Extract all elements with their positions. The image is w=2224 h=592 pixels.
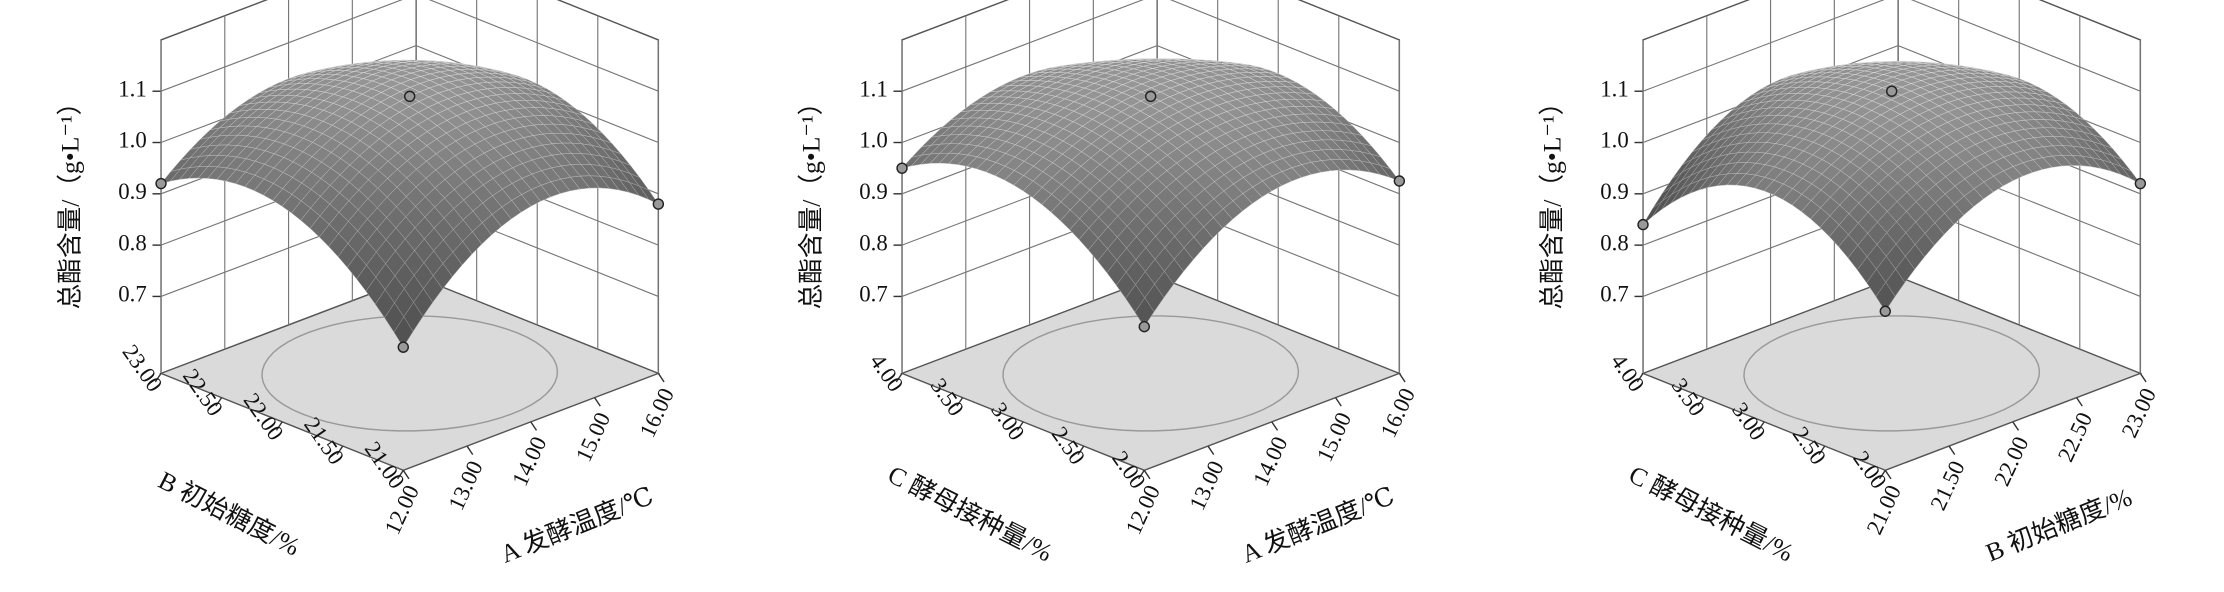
y-axis-label: C 酵母接种量/% (883, 460, 1057, 568)
y-tick (336, 445, 344, 456)
x-tick (1884, 469, 1892, 480)
z-tick-label: 1.1 (118, 76, 146, 101)
x-tick-label: 15.00 (1312, 408, 1356, 465)
y-tick (1636, 372, 1644, 383)
y-axis-label: B 初始糖度/% (154, 466, 305, 562)
x-tick-label: 16.00 (1376, 384, 1420, 441)
x-axis-label: A 发酵温度/℃ (1237, 481, 1398, 569)
x-tick (593, 397, 601, 407)
grid-line (160, 0, 659, 92)
x-tick-label: 22.00 (1989, 433, 2033, 490)
x-tick-label: 13.00 (443, 457, 487, 514)
z-tick-label: 0.9 (1600, 179, 1628, 204)
x-axis-label: A 发酵温度/℃ (496, 481, 657, 569)
x-axis-label: B 初始糖度/% (1982, 482, 2136, 567)
x-tick-label: 23.00 (2117, 384, 2161, 441)
panel: 0.70.80.91.01.112.00 13.00 14.00 15.00 16.00… (56, 0, 679, 569)
z-tick-label: 0.8 (1600, 230, 1628, 255)
panel: 0.7 0.8 0.9 1.0 1.1 21.00 21.50 22.00 22.50 23.00… (1538, 0, 2161, 567)
z-tick-label: 1.0 (118, 128, 146, 153)
design-point (155, 177, 167, 190)
design-point (2134, 177, 2147, 190)
x-tick-label: 14.00 (507, 433, 551, 490)
y-tick (215, 397, 223, 407)
y-tick (1697, 397, 1705, 407)
x-tick (530, 421, 538, 431)
design-point (1637, 218, 1649, 231)
floor-contour (1743, 315, 2041, 432)
x-tick (1143, 469, 1151, 480)
design-point (1393, 175, 1406, 187)
x-tick-label: 13.00 (1184, 457, 1228, 514)
design-point (1138, 320, 1150, 333)
z-tick-label: 0.9 (859, 179, 887, 204)
x-tick (466, 445, 474, 456)
x-tick-label: 16.00 (635, 384, 679, 441)
z-tick-label: 1.0 (859, 128, 887, 153)
x-tick (1334, 397, 1342, 407)
x-tick-label: 14.00 (1248, 433, 1292, 490)
surface-patch (1134, 297, 1155, 328)
z-tick-label: 1.1 (1600, 76, 1628, 101)
design-point (1144, 90, 1157, 103)
y-tick (1016, 421, 1024, 431)
design-point (896, 162, 908, 174)
x-tick-label: 22.50 (2053, 408, 2097, 465)
y-tick (1137, 469, 1145, 480)
z-tick-label: 0.9 (118, 179, 146, 204)
x-tick (1271, 421, 1279, 431)
x-tick (1207, 445, 1215, 456)
y-tick (1818, 445, 1826, 456)
y-tick (895, 372, 903, 383)
z-tick-label: 0.7 (859, 282, 887, 307)
x-tick-label: 21.00 (1862, 481, 1906, 538)
z-tick-label: 0.8 (859, 230, 887, 255)
design-point (1885, 85, 1898, 97)
y-tick-label: 23.00 (118, 340, 168, 396)
z-axis-label: 总酯含量/（g•L⁻¹） (797, 90, 826, 310)
floor-contour (261, 315, 559, 432)
x-tick (657, 372, 665, 383)
surface-patch (1875, 281, 1896, 312)
y-tick (1077, 445, 1085, 456)
floor-contour (1002, 315, 1300, 432)
z-axis-label: 总酯含量/（g•L⁻¹） (1538, 90, 1567, 310)
z-tick-label: 0.7 (118, 282, 146, 307)
y-tick (154, 372, 162, 383)
design-point (1879, 305, 1891, 317)
x-tick (402, 469, 410, 480)
panel: 0.70.80.91.01.112.00 13.00 14.00 15.00 16.00… (797, 0, 1420, 569)
x-tick (2075, 397, 2083, 407)
x-tick (2139, 372, 2147, 383)
z-tick-label: 0.8 (118, 230, 146, 255)
x-tick-label: 21.50 (1925, 457, 1969, 514)
grid-line (901, 0, 1400, 92)
design-point (397, 341, 409, 353)
y-tick (1878, 469, 1886, 480)
z-tick-label: 1.0 (1600, 128, 1628, 153)
y-tick (1757, 421, 1765, 431)
y-tick (956, 397, 964, 407)
x-tick-label: 15.00 (571, 408, 615, 465)
design-point (403, 90, 416, 103)
y-tick (275, 421, 283, 431)
x-tick (2012, 421, 2020, 431)
x-tick (1398, 372, 1406, 383)
y-tick (396, 469, 404, 480)
design-point (652, 198, 665, 210)
z-axis-label: 总酯含量/（g•L⁻¹） (56, 90, 85, 310)
grid-line (1642, 0, 2141, 92)
surface-patch (393, 316, 414, 348)
y-axis-label: C 酵母接种量/% (1624, 460, 1798, 568)
z-tick-label: 0.7 (1600, 282, 1628, 307)
z-tick-label: 1.1 (859, 76, 887, 101)
x-tick (1948, 445, 1956, 456)
